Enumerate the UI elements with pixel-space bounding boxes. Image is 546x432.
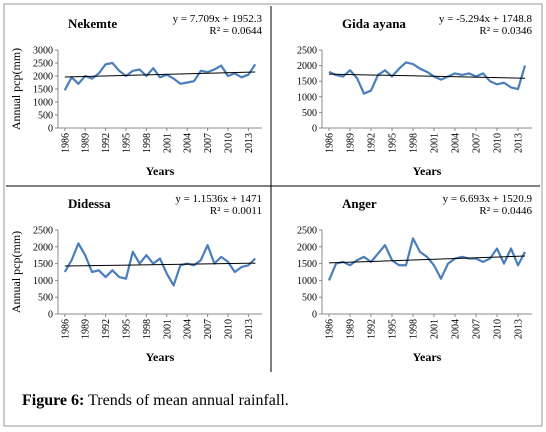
trend-line (64, 262, 256, 267)
x-tick-label: 2001 (430, 319, 441, 339)
panel-title: Gida ayana (342, 16, 406, 31)
y-tick-label: 1500 (297, 77, 317, 88)
y-tick-label: 1000 (33, 98, 53, 109)
x-tick-label: 1986 (60, 319, 71, 339)
x-tick-label: 1998 (409, 133, 420, 153)
equation: y = -5.294x + 1748.8 (439, 13, 533, 25)
x-tick-label: 1986 (60, 133, 71, 153)
x-axis-label: Years (413, 164, 442, 178)
x-tick-label: 1995 (122, 319, 133, 339)
x-tick-label: 1989 (81, 319, 92, 339)
x-tick-label: 1995 (388, 133, 399, 153)
x-tick-label: 1992 (367, 133, 378, 153)
x-tick-label: 2004 (183, 319, 194, 339)
y-tick-label: 0 (312, 310, 317, 321)
y-axis-label: Annual pcp(mm) (9, 48, 23, 130)
equation: y = 6.693x + 1520.9 (443, 193, 533, 205)
x-tick-label: 1989 (346, 319, 357, 339)
y-tick-label: 2000 (297, 242, 317, 253)
x-tick-label: 2010 (224, 133, 235, 153)
x-tick-label: 1989 (81, 133, 92, 153)
y-tick-label: 3000 (33, 46, 53, 57)
x-tick-label: 1995 (388, 319, 399, 339)
x-tick-label: 1989 (346, 133, 357, 153)
data-line (328, 61, 527, 95)
y-tick-label: 2500 (33, 59, 53, 70)
y-tick-label: 1500 (297, 259, 317, 270)
y-tick-label: 2500 (297, 46, 317, 57)
x-tick-label: 2007 (472, 319, 483, 339)
y-tick-label: 0 (48, 124, 53, 135)
y-tick-label: 1000 (297, 276, 317, 287)
x-tick-label: 2007 (203, 319, 214, 339)
panel-title: Nekemte (68, 16, 117, 31)
figure-border (3, 3, 543, 427)
data-line (63, 61, 257, 91)
equation: R² = 0.0346 (479, 25, 532, 37)
equation: y = 7.709x + 1952.3 (173, 13, 263, 25)
y-tick-label: 0 (312, 124, 317, 135)
x-tick-label: 1992 (101, 133, 112, 153)
y-tick-label: 1000 (33, 276, 53, 287)
x-tick-label: 2010 (224, 319, 235, 339)
y-tick-label: 2500 (33, 226, 53, 237)
x-tick-label: 2013 (514, 319, 525, 339)
caption-label: Figure 6: (22, 392, 85, 409)
data-line (63, 242, 256, 287)
y-tick-label: 2500 (297, 226, 317, 237)
equation: y = 1.1536x + 1471 (175, 193, 262, 205)
x-tick-label: 1995 (122, 133, 133, 153)
caption: Figure 6: Trends of mean annual rainfall… (22, 392, 289, 410)
y-tick-label: 2000 (33, 72, 53, 83)
y-tick-label: 2000 (297, 61, 317, 72)
y-tick-label: 0 (48, 310, 53, 321)
data-line (327, 237, 526, 281)
x-tick-label: 2013 (244, 133, 255, 153)
y-tick-label: 1000 (297, 92, 317, 103)
x-tick-label: 2004 (183, 133, 194, 153)
y-axis-label: Annual pcp(mm) (9, 231, 23, 313)
x-axis-label: Years (413, 350, 442, 364)
x-axis-label: Years (146, 350, 175, 364)
equation: R² = 0.0644 (209, 25, 262, 37)
y-tick-label: 2000 (33, 242, 53, 253)
panel-title: Didessa (68, 196, 111, 211)
x-tick-label: 1992 (101, 319, 112, 339)
x-tick-label: 2004 (451, 133, 462, 153)
equation: R² = 0.0011 (210, 205, 262, 217)
x-tick-label: 2013 (244, 319, 255, 339)
y-tick-label: 1500 (33, 259, 53, 270)
y-tick-label: 1500 (33, 85, 53, 96)
x-tick-label: 1986 (325, 133, 336, 153)
x-tick-label: 1998 (142, 319, 153, 339)
x-tick-label: 1998 (409, 319, 420, 339)
x-tick-label: 1998 (142, 133, 153, 153)
x-tick-label: 2013 (514, 133, 525, 153)
x-tick-label: 2007 (203, 133, 214, 153)
x-tick-label: 1986 (325, 319, 336, 339)
y-tick-label: 500 (302, 293, 317, 304)
x-tick-label: 2010 (493, 319, 504, 339)
equation: R² = 0.0446 (479, 205, 532, 217)
y-tick-label: 500 (38, 111, 53, 122)
x-tick-label: 2007 (472, 133, 483, 153)
x-tick-label: 2004 (451, 319, 462, 339)
y-tick-label: 500 (302, 108, 317, 119)
trend-line (64, 71, 256, 78)
panel-title: Anger (342, 196, 377, 211)
trend-line (328, 255, 526, 264)
y-tick-label: 500 (38, 293, 53, 304)
x-tick-label: 1992 (367, 319, 378, 339)
caption-text: Trends of mean annual rainfall. (88, 392, 289, 409)
x-tick-label: 2010 (493, 133, 504, 153)
x-tick-label: 2001 (430, 133, 441, 153)
x-tick-label: 2001 (162, 133, 173, 153)
trend-line (328, 73, 526, 79)
x-tick-label: 2001 (162, 319, 173, 339)
x-axis-label: Years (146, 164, 175, 178)
